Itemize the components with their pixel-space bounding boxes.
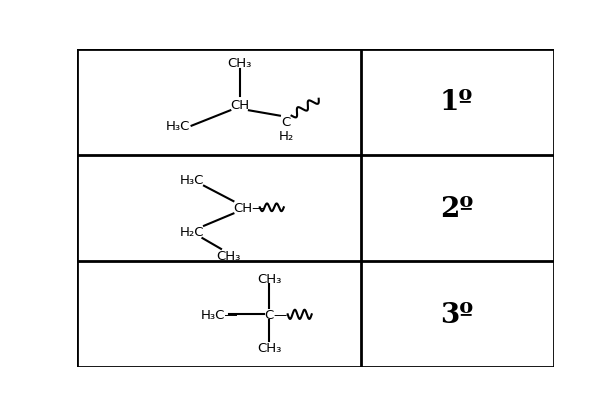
Text: H₂: H₂ [279,130,294,143]
Text: H₃C: H₃C [180,173,204,187]
Text: 3º: 3º [440,301,474,328]
Text: H₂C: H₂C [180,226,204,239]
Text: CH: CH [230,98,249,112]
Text: 2º: 2º [440,195,474,222]
Text: C: C [282,116,291,129]
Text: 1º: 1º [440,89,474,116]
Text: CH₃: CH₃ [216,249,241,262]
Text: CH₃: CH₃ [257,341,281,354]
Text: —: — [274,308,287,321]
Text: H₃C: H₃C [165,120,190,133]
Text: C: C [264,308,274,321]
Text: CH₃: CH₃ [228,57,252,70]
Text: H₃C—: H₃C— [201,308,239,321]
Text: CH₃: CH₃ [257,272,281,285]
Text: CH—: CH— [234,201,266,214]
